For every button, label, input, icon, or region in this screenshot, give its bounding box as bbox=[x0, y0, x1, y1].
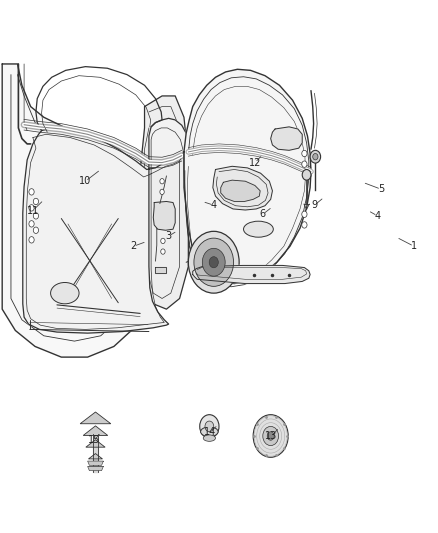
Polygon shape bbox=[221, 180, 260, 201]
Text: 3: 3 bbox=[166, 231, 172, 241]
Circle shape bbox=[202, 248, 225, 276]
Polygon shape bbox=[193, 265, 310, 284]
Polygon shape bbox=[2, 64, 153, 357]
Polygon shape bbox=[140, 96, 188, 309]
Polygon shape bbox=[88, 461, 103, 465]
Circle shape bbox=[33, 227, 39, 233]
Text: 14: 14 bbox=[204, 427, 216, 437]
Circle shape bbox=[310, 150, 321, 163]
Polygon shape bbox=[155, 266, 166, 273]
Polygon shape bbox=[184, 69, 311, 284]
Circle shape bbox=[302, 222, 307, 228]
Circle shape bbox=[205, 421, 214, 432]
Circle shape bbox=[302, 161, 307, 167]
Text: 10: 10 bbox=[79, 176, 92, 186]
Ellipse shape bbox=[201, 427, 218, 437]
Text: 4: 4 bbox=[211, 200, 217, 210]
Polygon shape bbox=[23, 118, 188, 333]
Circle shape bbox=[29, 221, 34, 227]
Polygon shape bbox=[83, 426, 108, 435]
Polygon shape bbox=[153, 201, 175, 230]
Circle shape bbox=[302, 150, 307, 157]
Circle shape bbox=[253, 415, 288, 457]
Circle shape bbox=[161, 249, 165, 254]
Text: 2: 2 bbox=[131, 241, 137, 251]
Circle shape bbox=[200, 415, 219, 438]
Ellipse shape bbox=[50, 282, 79, 304]
Circle shape bbox=[302, 211, 307, 217]
Text: 9: 9 bbox=[311, 200, 318, 210]
Ellipse shape bbox=[244, 221, 273, 237]
Circle shape bbox=[188, 231, 239, 293]
Polygon shape bbox=[86, 440, 105, 447]
Circle shape bbox=[209, 257, 218, 268]
Circle shape bbox=[160, 189, 164, 195]
Text: 12: 12 bbox=[249, 158, 261, 167]
Circle shape bbox=[33, 213, 39, 219]
Circle shape bbox=[267, 432, 274, 440]
Circle shape bbox=[302, 169, 311, 180]
Polygon shape bbox=[271, 127, 302, 150]
Ellipse shape bbox=[203, 435, 215, 441]
Polygon shape bbox=[80, 412, 111, 424]
Circle shape bbox=[29, 237, 34, 243]
Circle shape bbox=[313, 154, 318, 160]
Circle shape bbox=[160, 179, 164, 184]
Polygon shape bbox=[88, 454, 102, 459]
Polygon shape bbox=[88, 466, 103, 471]
Polygon shape bbox=[213, 166, 272, 210]
Circle shape bbox=[29, 205, 34, 211]
Text: 6: 6 bbox=[260, 209, 266, 219]
Text: 5: 5 bbox=[378, 184, 384, 194]
Text: 1: 1 bbox=[411, 241, 417, 251]
Polygon shape bbox=[93, 434, 98, 472]
Text: 15: 15 bbox=[88, 435, 100, 445]
Text: 4: 4 bbox=[374, 211, 381, 221]
Circle shape bbox=[161, 238, 165, 244]
Circle shape bbox=[263, 426, 279, 446]
Circle shape bbox=[194, 238, 233, 286]
Text: 11: 11 bbox=[27, 206, 39, 215]
Circle shape bbox=[33, 198, 39, 205]
Circle shape bbox=[29, 189, 34, 195]
Text: 13: 13 bbox=[265, 431, 278, 441]
